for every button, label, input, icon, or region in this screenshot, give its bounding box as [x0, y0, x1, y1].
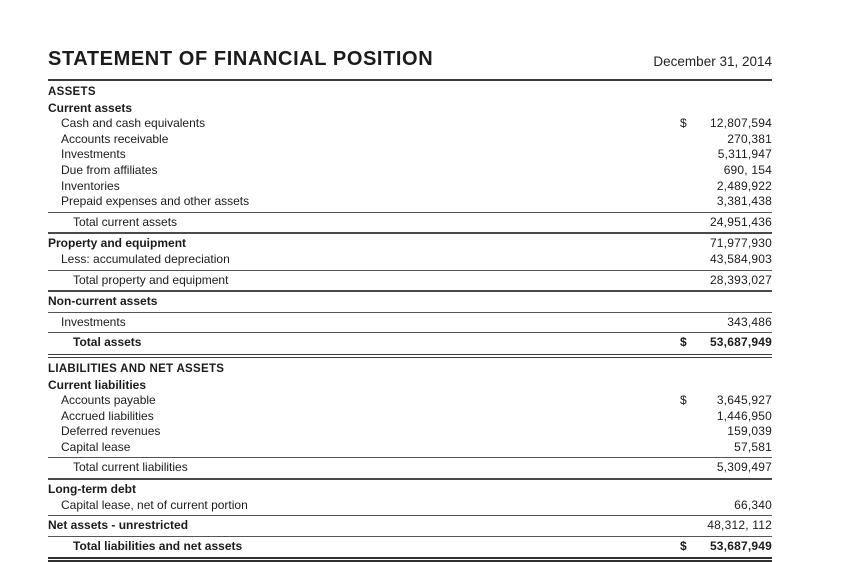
row-accounts-receivable: Accounts receivable 270,381 [48, 132, 772, 148]
header-label: Long-term debt [48, 482, 136, 497]
row-total-property-and-equipment: Total property and equipment 28,393,027 [48, 273, 772, 289]
dollar-sign: $ [680, 335, 687, 350]
header-label: Current assets [48, 100, 133, 115]
divider [48, 232, 772, 235]
divider [48, 478, 772, 481]
row-net-assets-unrestricted: Net assets - unrestricted 48,312, 112 [48, 518, 772, 534]
row-label: Capital lease, net of current portion [61, 497, 248, 512]
row-label: Deferred revenues [61, 424, 161, 439]
divider [48, 457, 772, 459]
row-label: Inventories [61, 178, 120, 193]
row-value: $12,807,594 [680, 116, 772, 131]
row-value: 57,581 [734, 439, 772, 454]
divider [48, 269, 772, 271]
row-label: Investments [61, 314, 126, 329]
row-value: $3,645,927 [680, 393, 772, 408]
divider [48, 353, 772, 358]
row-value: 66,340 [734, 497, 772, 512]
financial-statement-page: STATEMENT OF FINANCIAL POSITION December… [48, 48, 772, 562]
row-total-assets: Total assets $53,687,949 [48, 335, 772, 351]
row-label: Accrued liabilities [61, 408, 154, 423]
dollar-sign: $ [680, 116, 687, 131]
statement-date: December 31, 2014 [653, 54, 772, 69]
row-value: 48,312, 112 [707, 518, 772, 533]
row-prepaid-expenses: Prepaid expenses and other assets 3,381,… [48, 194, 772, 210]
dollar-sign: $ [680, 393, 687, 408]
row-label: Accounts receivable [61, 131, 169, 146]
row-assets-section: ASSETS [48, 85, 772, 101]
row-non-current-assets-header: Non-current assets [48, 294, 772, 310]
statement-body: ASSETS Current assets Cash and cash equi… [48, 85, 772, 562]
divider [48, 290, 772, 293]
divider [48, 311, 772, 313]
divider [48, 332, 772, 334]
row-value: 5,309,497 [716, 460, 772, 475]
dollar-sign: $ [680, 538, 687, 553]
row-label: Total liabilities and net assets [73, 538, 243, 553]
row-investments-current: Investments 5,311,947 [48, 147, 772, 163]
divider [48, 557, 772, 562]
row-value: $53,687,949 [680, 538, 772, 553]
row-accounts-payable: Accounts payable $3,645,927 [48, 393, 772, 409]
row-long-term-debt-header: Long-term debt [48, 482, 772, 498]
row-total-liabilities-and-net-assets: Total liabilities and net assets $53,687… [48, 539, 772, 555]
row-label: Total current assets [73, 214, 178, 229]
row-value: 28,393,027 [709, 272, 772, 287]
row-label: Property and equipment [48, 236, 187, 251]
row-accumulated-depreciation: Less: accumulated depreciation 43,584,90… [48, 252, 772, 268]
row-label: Investments [61, 147, 126, 162]
row-label: Total assets [73, 335, 142, 350]
statement-header: STATEMENT OF FINANCIAL POSITION December… [48, 48, 772, 81]
row-liabilities-section: LIABILITIES AND NET ASSETS [48, 362, 772, 378]
header-label: Non-current assets [48, 294, 158, 309]
row-label: Total property and equipment [73, 272, 229, 287]
row-value: 690, 154 [723, 162, 772, 177]
row-property-and-equipment: Property and equipment 71,977,930 [48, 236, 772, 252]
row-current-liabilities-header: Current liabilities [48, 378, 772, 394]
divider [48, 535, 772, 537]
divider [48, 515, 772, 517]
row-capital-lease-net: Capital lease, net of current portion 66… [48, 498, 772, 514]
page-title: STATEMENT OF FINANCIAL POSITION [48, 48, 434, 70]
row-label: Due from affiliates [61, 162, 158, 177]
row-value: 1,446,950 [716, 408, 772, 423]
row-value: 2,489,922 [716, 178, 772, 193]
row-value: 343,486 [727, 314, 772, 329]
row-value: 5,311,947 [717, 147, 772, 162]
row-label: Capital lease [61, 439, 131, 454]
row-investments-non-current: Investments 343,486 [48, 315, 772, 331]
row-value: $53,687,949 [680, 335, 772, 350]
divider [48, 211, 772, 213]
row-label: Less: accumulated depreciation [61, 251, 230, 266]
row-inventories: Inventories 2,489,922 [48, 179, 772, 195]
row-label: Net assets - unrestricted [48, 518, 189, 533]
row-label: Cash and cash equivalents [61, 116, 206, 131]
row-label: Prepaid expenses and other assets [61, 194, 250, 209]
row-value: 3,381,438 [716, 194, 772, 209]
row-cash-and-cash-equivalents: Cash and cash equivalents $12,807,594 [48, 116, 772, 132]
row-due-from-affiliates: Due from affiliates 690, 154 [48, 163, 772, 179]
row-label: Accounts payable [61, 393, 156, 408]
row-value: 71,977,930 [709, 236, 772, 251]
row-accrued-liabilities: Accrued liabilities 1,446,950 [48, 409, 772, 425]
row-value: 270,381 [727, 131, 772, 146]
section-label: ASSETS [48, 86, 96, 98]
row-value: 24,951,436 [709, 214, 772, 229]
header-label: Current liabilities [48, 377, 147, 392]
row-capital-lease: Capital lease 57,581 [48, 440, 772, 456]
row-total-current-assets: Total current assets 24,951,436 [48, 215, 772, 231]
row-value: 43,584,903 [709, 251, 772, 266]
row-total-current-liabilities: Total current liabilities 5,309,497 [48, 460, 772, 476]
row-label: Total current liabilities [73, 460, 188, 475]
row-value: 159,039 [727, 424, 772, 439]
row-current-assets-header: Current assets [48, 101, 772, 117]
section-label: LIABILITIES AND NET ASSETS [48, 362, 225, 375]
row-deferred-revenues: Deferred revenues 159,039 [48, 424, 772, 440]
